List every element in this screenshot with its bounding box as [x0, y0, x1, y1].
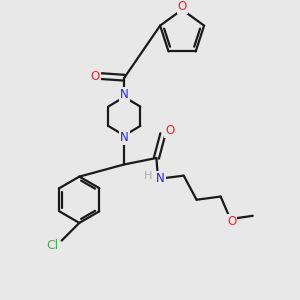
Text: H: H: [144, 171, 152, 181]
Text: N: N: [120, 130, 129, 144]
Text: O: O: [178, 0, 187, 13]
Text: N: N: [156, 172, 165, 185]
Text: O: O: [91, 70, 100, 83]
Text: N: N: [120, 88, 129, 101]
Text: Cl: Cl: [46, 239, 58, 253]
Text: O: O: [227, 215, 236, 228]
Text: O: O: [165, 124, 175, 136]
